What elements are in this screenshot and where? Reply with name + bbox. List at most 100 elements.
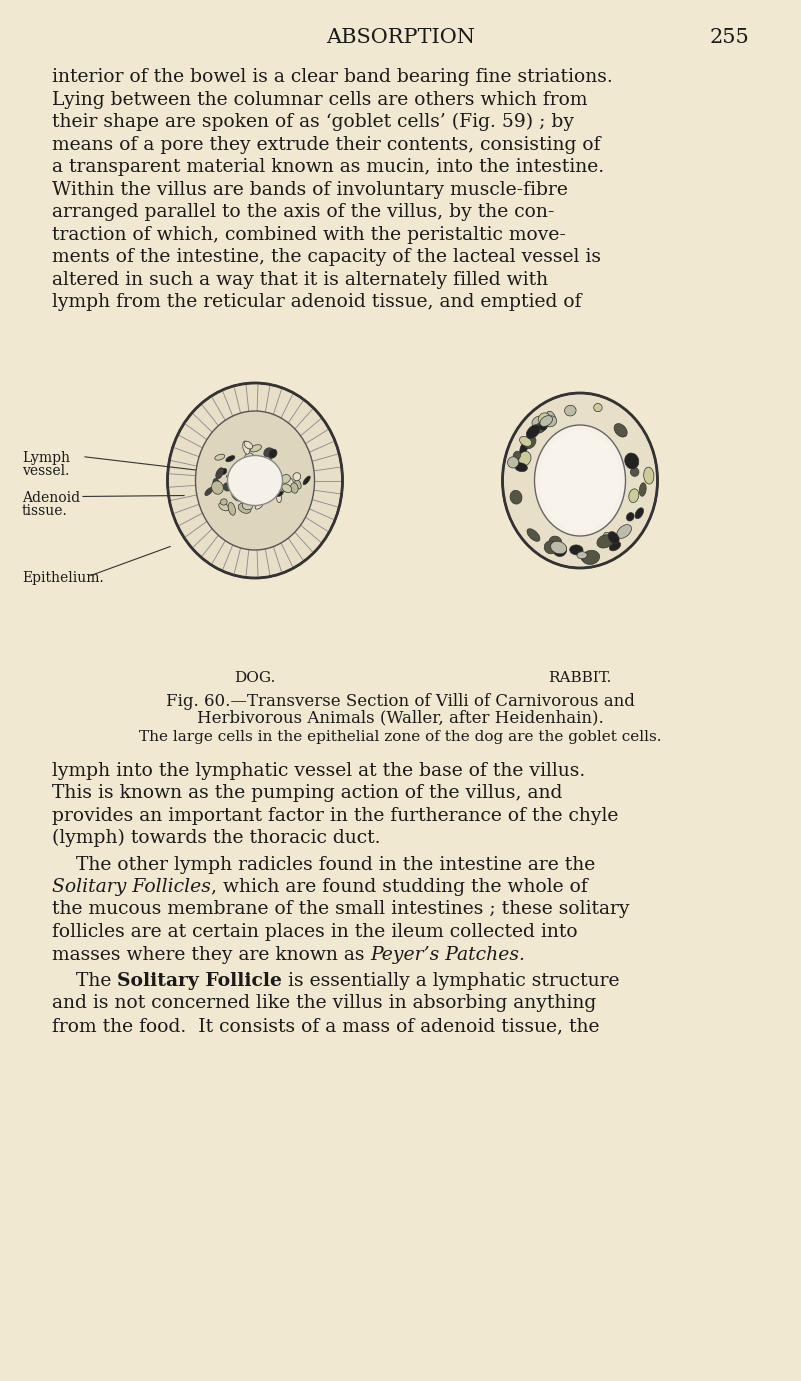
Ellipse shape (239, 485, 245, 493)
Ellipse shape (597, 534, 614, 548)
Text: is essentially a lymphatic structure: is essentially a lymphatic structure (282, 972, 620, 990)
Ellipse shape (243, 441, 250, 454)
Ellipse shape (228, 503, 235, 515)
Ellipse shape (594, 403, 602, 412)
Ellipse shape (213, 483, 218, 490)
Ellipse shape (258, 496, 265, 504)
Text: lymph from the reticular adenoid tissue, and emptied of: lymph from the reticular adenoid tissue,… (52, 293, 582, 311)
Ellipse shape (539, 423, 547, 431)
Text: the mucous membrane of the small intestines ; these solitary: the mucous membrane of the small intesti… (52, 900, 630, 918)
Ellipse shape (527, 529, 540, 541)
Ellipse shape (565, 405, 576, 416)
Text: Adenoid: Adenoid (22, 490, 80, 504)
Ellipse shape (610, 541, 621, 551)
Ellipse shape (519, 452, 531, 465)
Ellipse shape (544, 541, 557, 554)
Ellipse shape (549, 536, 562, 548)
Ellipse shape (520, 441, 529, 454)
Text: vessel.: vessel. (22, 464, 70, 478)
Text: and is not concerned like the villus in absorbing anything: and is not concerned like the villus in … (52, 994, 596, 1012)
Ellipse shape (260, 461, 266, 467)
Ellipse shape (282, 483, 292, 493)
Ellipse shape (195, 412, 315, 550)
Text: their shape are spoken of as ‘goblet cells’ (Fig. 59) ; by: their shape are spoken of as ‘goblet cel… (52, 113, 574, 131)
Ellipse shape (273, 486, 284, 497)
Ellipse shape (550, 541, 566, 554)
Ellipse shape (239, 474, 246, 487)
Ellipse shape (211, 481, 223, 494)
Ellipse shape (303, 476, 310, 485)
Ellipse shape (244, 442, 252, 449)
Text: from the food.  It consists of a mass of adenoid tissue, the: from the food. It consists of a mass of … (52, 1016, 600, 1034)
Ellipse shape (280, 475, 290, 483)
Ellipse shape (546, 412, 556, 424)
Ellipse shape (295, 481, 301, 489)
Ellipse shape (267, 456, 272, 465)
Ellipse shape (553, 543, 566, 557)
Text: (lymph) towards the thoracic duct.: (lymph) towards the thoracic duct. (52, 829, 380, 848)
Text: 255: 255 (709, 28, 749, 47)
Ellipse shape (626, 512, 634, 521)
Ellipse shape (252, 461, 260, 470)
Text: tissue.: tissue. (22, 504, 68, 518)
Ellipse shape (219, 503, 229, 511)
Ellipse shape (639, 483, 646, 496)
Text: Solitary Follicle: Solitary Follicle (118, 972, 282, 990)
Ellipse shape (251, 458, 259, 467)
Text: Lying between the columnar cells are others which from: Lying between the columnar cells are oth… (52, 91, 588, 109)
Ellipse shape (617, 525, 631, 539)
Ellipse shape (526, 425, 540, 439)
Ellipse shape (608, 532, 619, 544)
Ellipse shape (540, 429, 621, 532)
Text: masses where they are known as: masses where they are known as (52, 946, 371, 964)
Ellipse shape (525, 436, 536, 449)
Ellipse shape (291, 483, 298, 493)
Ellipse shape (205, 487, 213, 496)
Ellipse shape (265, 479, 272, 486)
Text: traction of which, combined with the peristaltic move-: traction of which, combined with the per… (52, 225, 566, 243)
Ellipse shape (234, 464, 239, 470)
Ellipse shape (258, 468, 270, 476)
Text: arranged parallel to the axis of the villus, by the con-: arranged parallel to the axis of the vil… (52, 203, 554, 221)
Text: Peyer’s Patches.: Peyer’s Patches. (371, 946, 525, 964)
Ellipse shape (259, 456, 271, 465)
Ellipse shape (233, 489, 244, 501)
Ellipse shape (256, 463, 266, 471)
Ellipse shape (540, 416, 553, 427)
Text: RABBIT.: RABBIT. (549, 671, 612, 685)
Ellipse shape (250, 445, 261, 452)
Ellipse shape (630, 468, 639, 476)
Ellipse shape (235, 483, 241, 492)
Ellipse shape (231, 489, 241, 499)
Ellipse shape (167, 383, 343, 579)
Text: Within the villus are bands of involuntary muscle-fibre: Within the villus are bands of involunta… (52, 181, 568, 199)
Ellipse shape (513, 452, 521, 460)
Text: Fig. 60.—Transverse Section of Villi of Carnivorous and: Fig. 60.—Transverse Section of Villi of … (166, 692, 635, 710)
Ellipse shape (635, 508, 643, 519)
Text: The large cells in the epithelial zone of the dog are the goblet cells.: The large cells in the epithelial zone o… (139, 729, 662, 743)
Ellipse shape (510, 490, 522, 504)
Ellipse shape (535, 421, 547, 434)
Ellipse shape (582, 552, 598, 562)
Text: provides an important factor in the furtherance of the chyle: provides an important factor in the furt… (52, 807, 618, 824)
Text: Solitary Follicles: Solitary Follicles (52, 878, 211, 896)
Ellipse shape (644, 467, 654, 485)
Ellipse shape (577, 551, 587, 559)
Text: lymph into the lymphatic vessel at the base of the villus.: lymph into the lymphatic vessel at the b… (52, 761, 586, 779)
Ellipse shape (293, 472, 300, 481)
Ellipse shape (570, 545, 583, 555)
Ellipse shape (582, 550, 600, 565)
Text: Epithelium.: Epithelium. (22, 570, 104, 584)
Ellipse shape (603, 532, 614, 545)
Ellipse shape (277, 486, 283, 492)
Text: ABSORPTION: ABSORPTION (326, 28, 475, 47)
Text: The: The (52, 972, 118, 990)
Ellipse shape (264, 447, 275, 458)
Ellipse shape (520, 436, 532, 446)
Ellipse shape (614, 424, 627, 436)
Ellipse shape (248, 483, 254, 494)
Ellipse shape (280, 476, 293, 489)
Text: This is known as the pumping action of the villus, and: This is known as the pumping action of t… (52, 784, 562, 802)
Ellipse shape (279, 481, 290, 489)
Text: The other lymph radicles found in the intestine are the: The other lymph radicles found in the in… (52, 855, 595, 874)
